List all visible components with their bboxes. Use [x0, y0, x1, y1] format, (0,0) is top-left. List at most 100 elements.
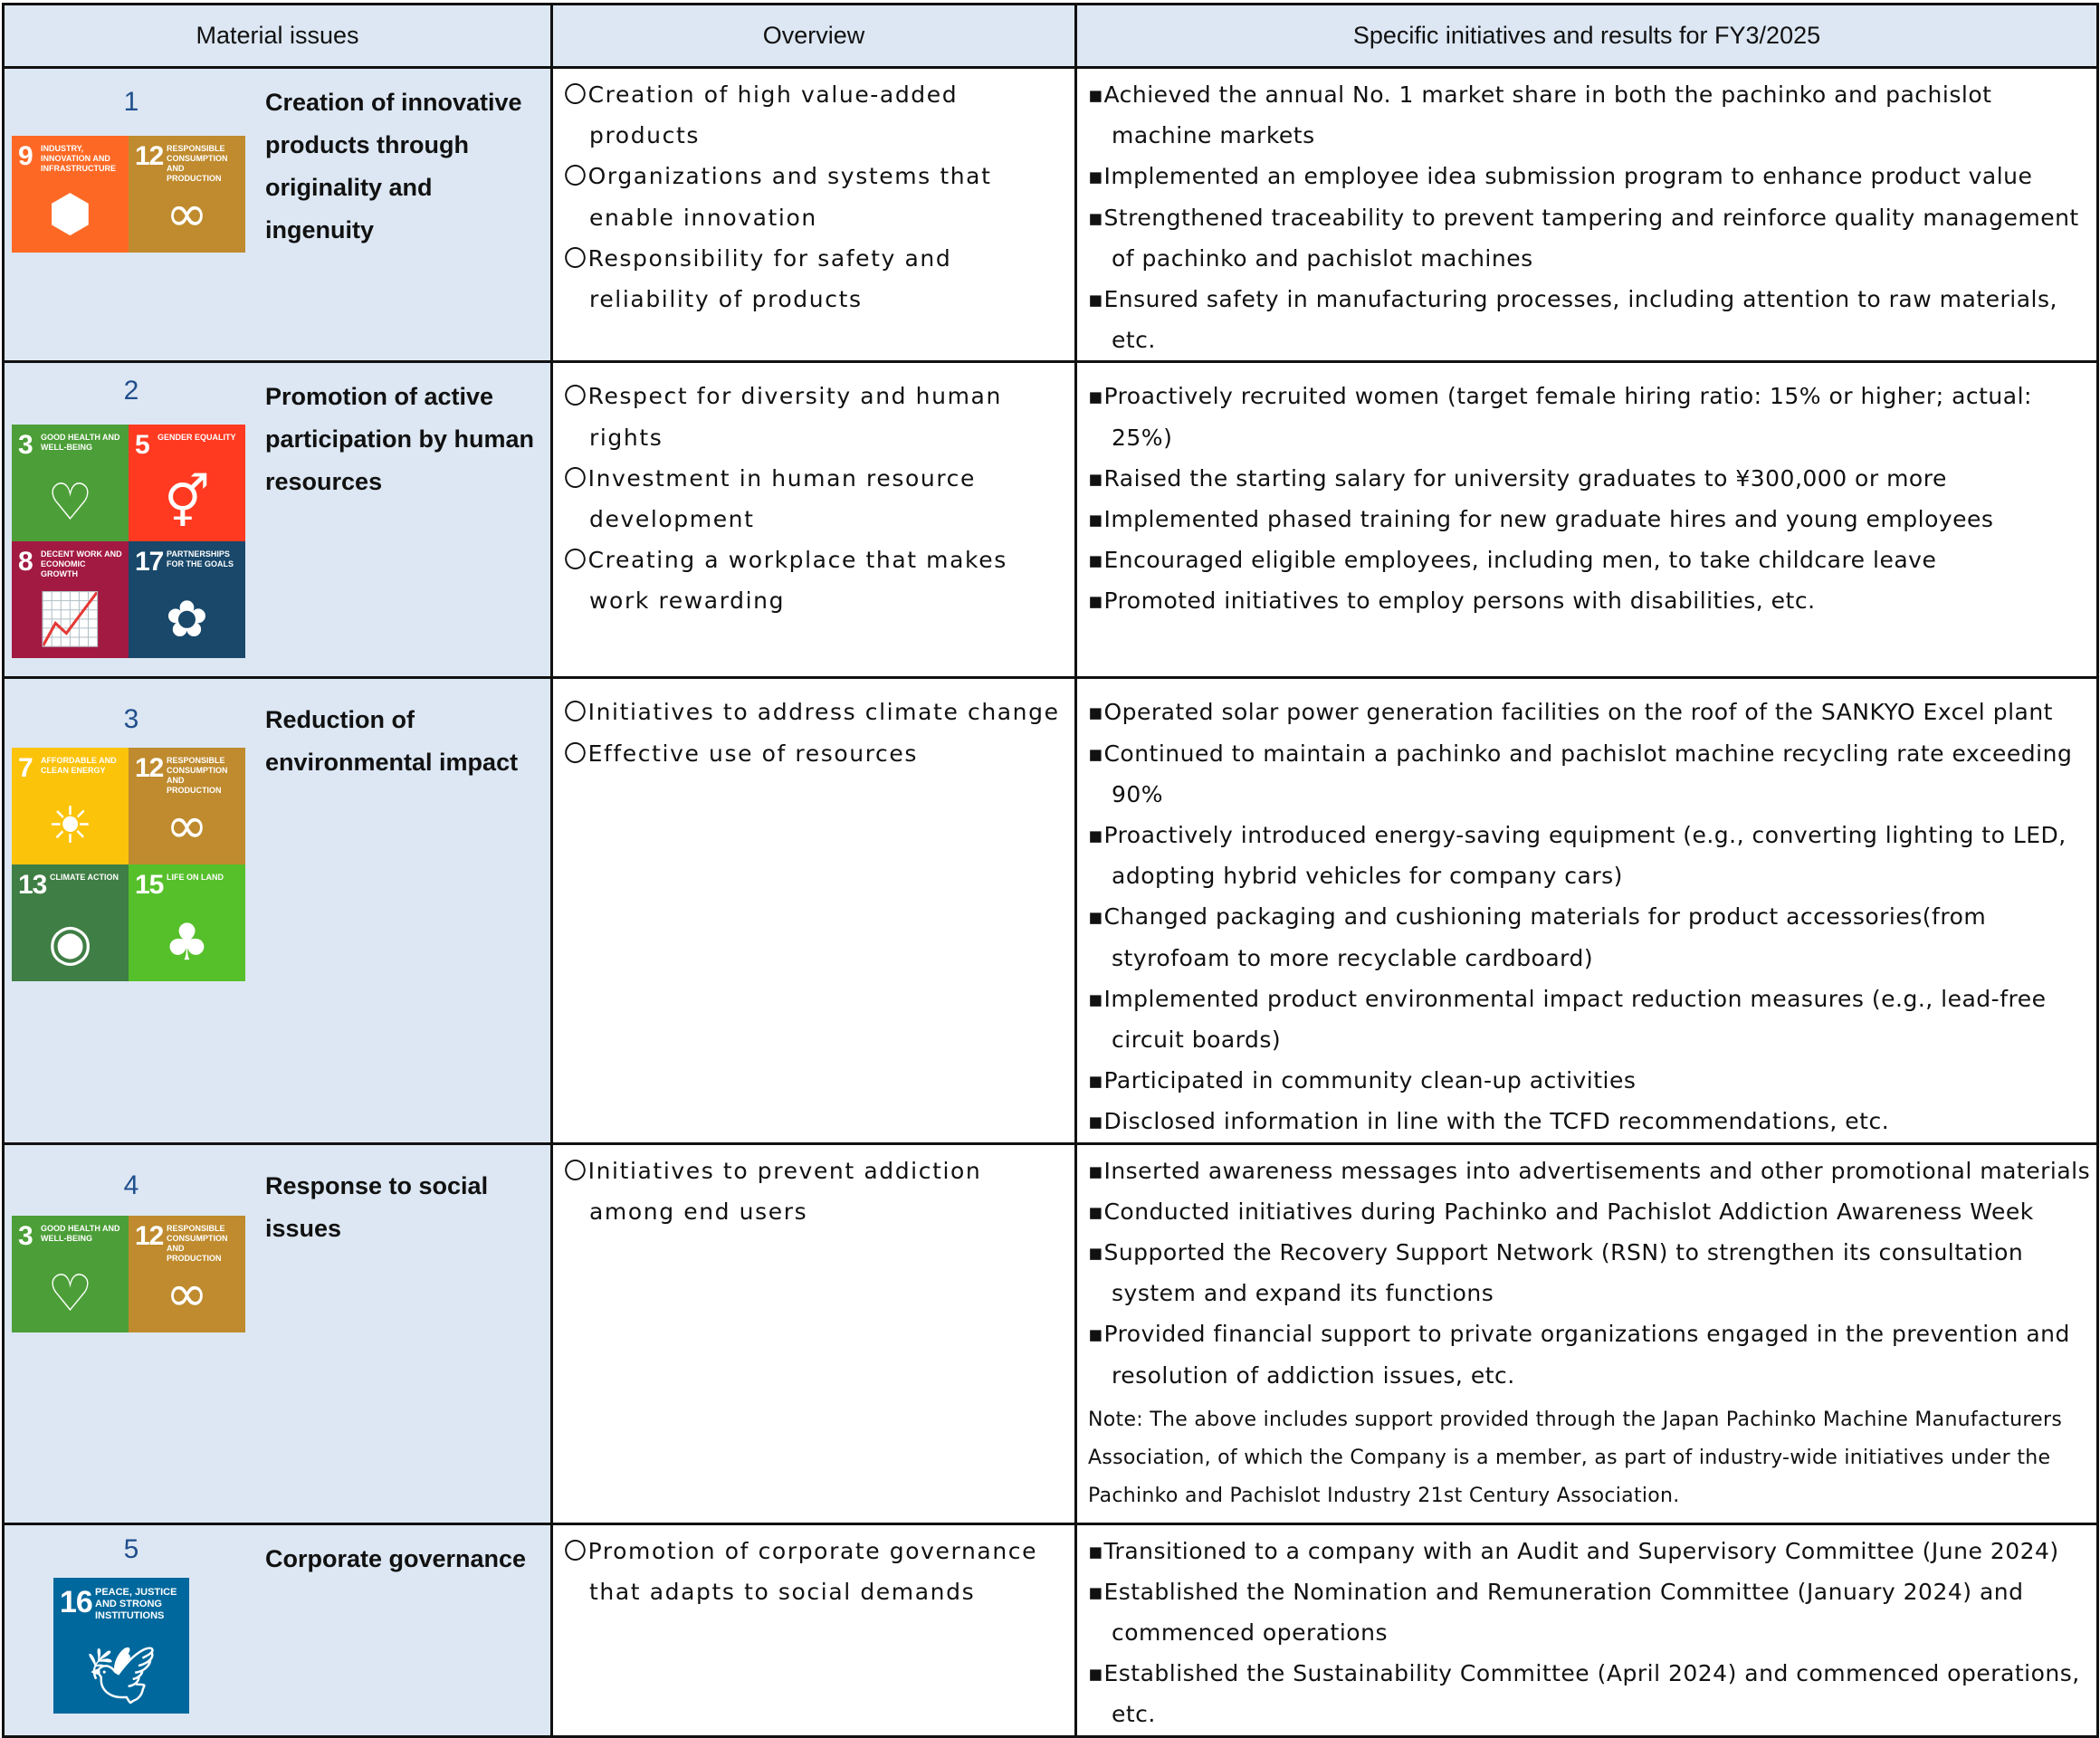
material-issue-cell: 3 Reduction of environmental impact 7 AFFOR…	[2, 676, 553, 1145]
initiatives-cell: ▪Proactively recruited women (target fem…	[1074, 360, 2099, 680]
overview-item: 〇Responsibility for safety and reliabili…	[564, 244, 952, 313]
header-material-issues: Material issues	[2, 3, 553, 69]
sdg-label: PEACE, JUSTICE AND STRONG INSTITUTIONS	[95, 1586, 177, 1621]
material-issues-table: Material issues Overview Specific initia…	[2, 3, 2099, 1738]
initiative-item: ▪Encouraged eligible employees, includin…	[1088, 547, 1937, 574]
table-row: 2 Promotion of active participation by hu…	[2, 360, 2099, 680]
initiative-item: ▪Conducted initiatives during Pachinko a…	[1088, 1198, 2034, 1225]
issue-number: 3	[123, 704, 139, 735]
material-issue-cell: 4 Response to social issues 3 GOOD HEALTH A…	[2, 1141, 553, 1525]
sdg-number: 3	[18, 1220, 33, 1251]
issue-title: Reduction of environmental impact	[265, 706, 519, 777]
sdg-goal-13-tile: 13 CLIMATE ACTION ◉	[12, 864, 129, 982]
growth-chart-icon: 📈	[38, 590, 102, 650]
material-issue-cell: 5 Corporate governance 16 PEACE, JUSTICE AN…	[2, 1522, 553, 1738]
initiative-item: ▪Continued to maintain a pachinko and pa…	[1088, 740, 2073, 807]
sdg-goal-8-tile: 8 DECENT WORK AND ECONOMIC GROWTH 📈	[12, 541, 129, 659]
sdg-label: GOOD HEALTH AND WELL-BEING	[41, 1223, 120, 1243]
material-issue-cell: 1 Creation of innovative products through…	[2, 65, 553, 364]
initiative-item: ▪Promoted initiatives to employ persons …	[1088, 587, 1816, 615]
initiative-item: ▪Inserted awareness messages into advert…	[1088, 1157, 2091, 1184]
overview-cell: 〇Creation of high value-added products 〇O…	[550, 65, 1077, 364]
overview-item: 〇Creation of high value-added products	[564, 81, 959, 149]
sdg-number: 12	[135, 753, 164, 784]
eye-globe-icon: ◉	[48, 913, 92, 973]
overview-item: 〇Initiatives to address climate change	[564, 699, 1060, 726]
initiative-item: ▪Achieved the annual No. 1 market share …	[1088, 81, 1992, 149]
sdg-number: 13	[18, 870, 47, 901]
sdg-goal-7-tile: 7 AFFORDABLE AND CLEAN ENERGY ☀	[12, 748, 129, 865]
sdg-number: 7	[18, 753, 33, 784]
table-row: 5 Corporate governance 16 PEACE, JUSTICE AN…	[2, 1522, 2099, 1738]
sdg-number: 5	[135, 430, 150, 461]
overview-cell: 〇Respect for diversity and human rights 〇…	[550, 360, 1077, 680]
sdg-label: PARTNERSHIPS FOR THE GOALS	[167, 549, 234, 569]
initiative-item: ▪Strengthened traceability to prevent ta…	[1088, 204, 2079, 272]
issue-title: Response to social issues	[265, 1171, 489, 1242]
overview-item: 〇Initiatives to prevent addiction among …	[564, 1157, 982, 1225]
overview-item: 〇Effective use of resources	[564, 740, 918, 767]
initiative-item: ▪Participated in community clean-up acti…	[1088, 1067, 1637, 1094]
overview-item: 〇Investment in human resource developmen…	[564, 464, 976, 533]
sdg-label: DECENT WORK AND ECONOMIC GROWTH	[41, 549, 122, 579]
sdg-number: 16	[60, 1584, 93, 1619]
table-row: 3 Reduction of environmental impact 7 AFFOR…	[2, 676, 2099, 1145]
overview-item: 〇Organizations and systems that enable i…	[564, 163, 992, 231]
sdg-icons: 3 GOOD HEALTH AND WELL-BEING ♡ 5 GENDER EQUA…	[12, 425, 245, 659]
initiative-item: ▪Implemented an employee idea submission…	[1088, 163, 2033, 190]
sdg-label: GENDER EQUALITY	[158, 433, 236, 443]
header-initiatives: Specific initiatives and results for FY3…	[1074, 3, 2099, 69]
initiative-item: ▪Transitioned to a company with an Audit…	[1088, 1537, 2059, 1564]
sdg-goal-9-tile: 9 INDUSTRY, INNOVATION AND INFRASTRUCTURE…	[12, 136, 129, 253]
sdg-label: GOOD HEALTH AND WELL-BEING	[41, 433, 120, 453]
initiative-item: ▪Implemented product environmental impac…	[1088, 985, 2047, 1054]
table-row: 4 Response to social issues 3 GOOD HEALTH A…	[2, 1141, 2099, 1525]
sdg-label: INDUSTRY, INNOVATION AND INFRASTRUCTURE	[41, 144, 116, 173]
issue-number: 4	[123, 1170, 139, 1200]
issue-number: 5	[123, 1533, 139, 1564]
issue-number: 2	[123, 376, 139, 406]
sdg-goal-12-tile: 12 RESPONSIBLE CONSUMPTION AND PRODUCTION…	[129, 136, 245, 253]
initiative-item: ▪Established the Nomination and Remunera…	[1088, 1578, 2024, 1647]
initiative-item: ▪Disclosed information in line with the …	[1088, 1108, 1890, 1135]
initiative-item: ▪Raised the starting salary for universi…	[1088, 464, 1947, 492]
overview-item: 〇Creating a workplace that makes work re…	[564, 547, 1007, 615]
material-issue-cell: 2 Promotion of active participation by hu…	[2, 360, 553, 680]
overview-item: 〇Promotion of corporate governance that …	[564, 1537, 1038, 1605]
sdg-label: LIFE ON LAND	[167, 873, 224, 883]
sdg-goal-12-tile: 12 RESPONSIBLE CONSUMPTION AND PRODUCTION…	[129, 748, 245, 865]
initiatives-note: Note: The above includes support provide…	[1088, 1408, 2063, 1507]
initiatives-cell: ▪Operated solar power generation facilit…	[1074, 676, 2099, 1145]
infinity-icon: ∞	[166, 797, 208, 856]
initiative-item: ▪Proactively introduced energy-saving eq…	[1088, 822, 2067, 890]
table-row: 1 Creation of innovative products through…	[2, 65, 2099, 364]
sdg-icons: 3 GOOD HEALTH AND WELL-BEING ♡ 12 RESPONSIBL…	[12, 1215, 245, 1332]
initiative-item: ▪Changed packaging and cushioning materi…	[1088, 903, 1987, 971]
heartbeat-icon: ♡	[47, 473, 93, 533]
cubes-icon: ⬢	[48, 185, 92, 244]
initiatives-cell: ▪Achieved the annual No. 1 market share …	[1074, 65, 2099, 364]
sdg-label: RESPONSIBLE CONSUMPTION AND PRODUCTION	[167, 756, 228, 796]
initiative-item: ▪Ensured safety in manufacturing process…	[1088, 286, 2057, 354]
tree-icon: ♣	[164, 913, 210, 973]
sdg-number: 15	[135, 870, 164, 901]
sdg-goal-12-tile: 12 RESPONSIBLE CONSUMPTION AND PRODUCTION…	[129, 1215, 245, 1332]
header-row: Material issues Overview Specific initia…	[2, 3, 2099, 69]
initiative-item: ▪Operated solar power generation facilit…	[1088, 699, 2053, 726]
sdg-icons: 9 INDUSTRY, INNOVATION AND INFRASTRUCTURE…	[12, 136, 245, 253]
issue-number: 1	[123, 87, 139, 117]
sdg-number: 12	[135, 141, 164, 171]
sdg-label: RESPONSIBLE CONSUMPTION AND PRODUCTION	[167, 144, 228, 183]
heartbeat-icon: ♡	[47, 1264, 93, 1323]
sdg-number: 9	[18, 141, 33, 171]
sdg-goal-3-tile: 3 GOOD HEALTH AND WELL-BEING ♡	[12, 1215, 129, 1332]
sdg-goal-17-tile: 17 PARTNERSHIPS FOR THE GOALS ✿	[129, 541, 245, 659]
rings-icon: ✿	[166, 590, 208, 650]
overview-item: 〇Respect for diversity and human rights	[564, 383, 1002, 451]
sdg-goal-5-tile: 5 GENDER EQUALITY ⚥	[129, 425, 245, 542]
sdg-label: RESPONSIBLE CONSUMPTION AND PRODUCTION	[167, 1223, 228, 1263]
sdg-number: 8	[18, 547, 33, 578]
overview-cell: 〇Initiatives to prevent addiction among …	[550, 1141, 1077, 1525]
issue-title: Corporate governance	[265, 1544, 527, 1572]
initiatives-cell: ▪Inserted awareness messages into advert…	[1074, 1141, 2099, 1525]
